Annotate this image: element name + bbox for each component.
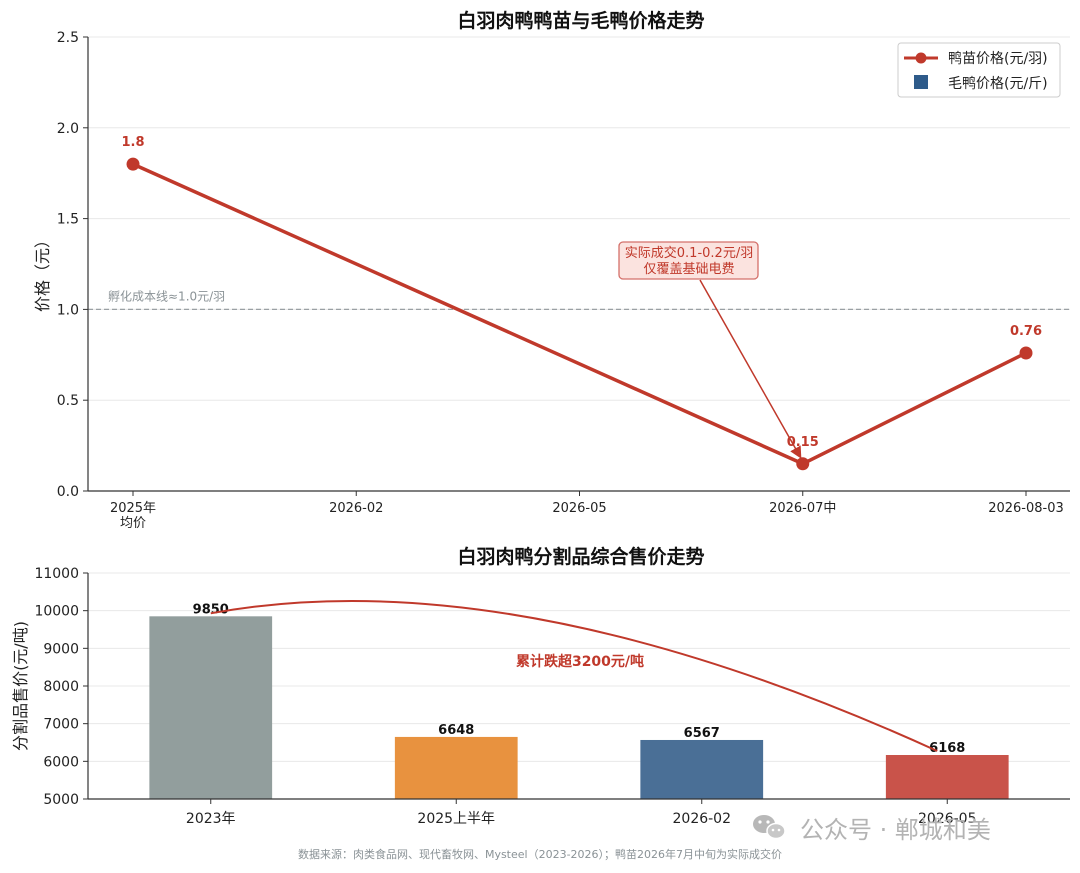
top-y-ticks: 0.0 0.5 1.0 1.5 2.0 2.5 xyxy=(57,30,88,500)
duckling-price-data-label: 1.8 xyxy=(121,135,144,150)
top-x-tick-label: 均价 xyxy=(120,516,146,531)
legend-label-duckling: 鸭苗价格(元/羽) xyxy=(948,51,1048,67)
duckling-price-point xyxy=(796,457,810,471)
legend-item-duckling: 鸭苗价格(元/羽) xyxy=(904,51,1048,67)
duckling-price-data-label: 0.76 xyxy=(1010,324,1042,339)
bottom-y-tick-label: 7000 xyxy=(43,717,79,733)
top-y-tick-label: 2.5 xyxy=(57,30,79,46)
bar-data-label: 9850 xyxy=(193,602,229,617)
annotation-box xyxy=(618,241,759,280)
bottom-y-axis-label: 分割品售价(元/吨) xyxy=(11,621,30,751)
watermark-text: 公众号 · 郸城和美 xyxy=(800,816,991,844)
top-axes xyxy=(87,37,1070,492)
top-x-tick-label: 2026-02 xyxy=(329,501,383,516)
segment-price-bar-chart: 白羽肉鸭分割品综合售价走势 9850 6648 6567 6168 5000 6000 7… xyxy=(11,545,1070,827)
bar-data-label: 6648 xyxy=(438,723,474,738)
bar xyxy=(885,755,1009,799)
bottom-x-tick-label: 2026-02 xyxy=(673,811,732,827)
bottom-y-tick-label: 6000 xyxy=(43,754,79,770)
price-annotation: 实际成交0.1-0.2元/羽 仅覆盖基础电费 xyxy=(618,241,802,459)
top-y-tick-label: 2.0 xyxy=(57,121,79,137)
legend-square-marker xyxy=(914,75,928,89)
duckling-price-point xyxy=(1019,346,1033,360)
top-gridlines xyxy=(88,36,1070,492)
annotation-arrow xyxy=(699,279,802,459)
legend: 鸭苗价格(元/羽) 毛鸭价格(元/斤) xyxy=(897,42,1061,98)
bar xyxy=(640,739,764,799)
top-y-tick-label: 1.5 xyxy=(57,212,79,228)
top-y-axis-label: 价格（元） xyxy=(33,232,52,312)
bottom-y-tick-label: 11000 xyxy=(34,566,79,582)
bottom-x-tick-label: 2023年 xyxy=(186,811,236,827)
legend-label-duck: 毛鸭价格(元/斤) xyxy=(948,76,1048,92)
price-line-chart: 白羽肉鸭鸭苗与毛鸭价格走势 孵化成本线≈1.0元/羽 0.0 0.5 1.0 1.5 2… xyxy=(33,9,1070,531)
top-x-tick-label: 2025年 xyxy=(110,501,156,516)
bar-data-label: 6567 xyxy=(684,726,720,741)
bar xyxy=(149,616,273,799)
decline-arc xyxy=(210,600,938,752)
bottom-y-tick-label: 9000 xyxy=(43,641,79,657)
top-y-tick-label: 0.5 xyxy=(57,393,79,409)
top-x-tick-label: 2026-07中 xyxy=(769,501,836,516)
legend-box xyxy=(897,42,1061,98)
reference-line-label: 孵化成本线≈1.0元/羽 xyxy=(108,289,225,303)
bottom-x-tick-label: 2026-05 xyxy=(918,811,977,827)
duckling-price-series: 1.80.150.76 xyxy=(121,135,1042,471)
cost-reference-line: 孵化成本线≈1.0元/羽 xyxy=(88,289,1070,310)
bottom-x-ticks: 2023年 2025上半年 2026-02 2026-05 xyxy=(186,799,977,827)
bottom-y-ticks: 5000 6000 7000 8000 9000 10000 11000 xyxy=(34,566,88,808)
bar xyxy=(394,736,518,799)
top-y-tick-label: 0.0 xyxy=(57,484,79,500)
top-x-tick-label: 2026-08-03 xyxy=(988,501,1064,516)
top-chart-title: 白羽肉鸭鸭苗与毛鸭价格走势 xyxy=(457,9,704,32)
legend-item-duck: 毛鸭价格(元/斤) xyxy=(914,75,1048,92)
annotation-line-1: 实际成交0.1-0.2元/羽 xyxy=(625,245,753,261)
legend-circle-marker xyxy=(915,52,927,64)
bottom-chart-title: 白羽肉鸭分割品综合售价走势 xyxy=(457,545,704,568)
annotation-line-2: 仅覆盖基础电费 xyxy=(643,262,734,277)
top-x-tick-label: 2026-05 xyxy=(552,501,606,516)
duckling-price-point xyxy=(126,157,140,171)
bottom-y-tick-label: 10000 xyxy=(34,604,79,620)
bar-data-label: 6168 xyxy=(929,741,965,756)
bottom-y-tick-label: 8000 xyxy=(43,679,79,695)
bottom-x-tick-label: 2025上半年 xyxy=(417,811,495,827)
watermark: 公众号 · 郸城和美 xyxy=(753,815,991,844)
duckling-price-line xyxy=(132,162,1027,466)
bottom-y-tick-label: 5000 xyxy=(43,792,79,808)
decline-text: 累计跌超3200元/吨 xyxy=(516,653,644,670)
decline-annotation: 累计跌超3200元/吨 xyxy=(210,600,938,752)
top-y-tick-label: 1.0 xyxy=(57,302,79,318)
source-note: 数据来源：肉类食品网、现代畜牧网、Mysteel（2023-2026）；鸭苗20… xyxy=(298,847,782,861)
bottom-bars: 9850 6648 6567 6168 xyxy=(149,602,1009,799)
wechat-icon xyxy=(753,815,786,840)
